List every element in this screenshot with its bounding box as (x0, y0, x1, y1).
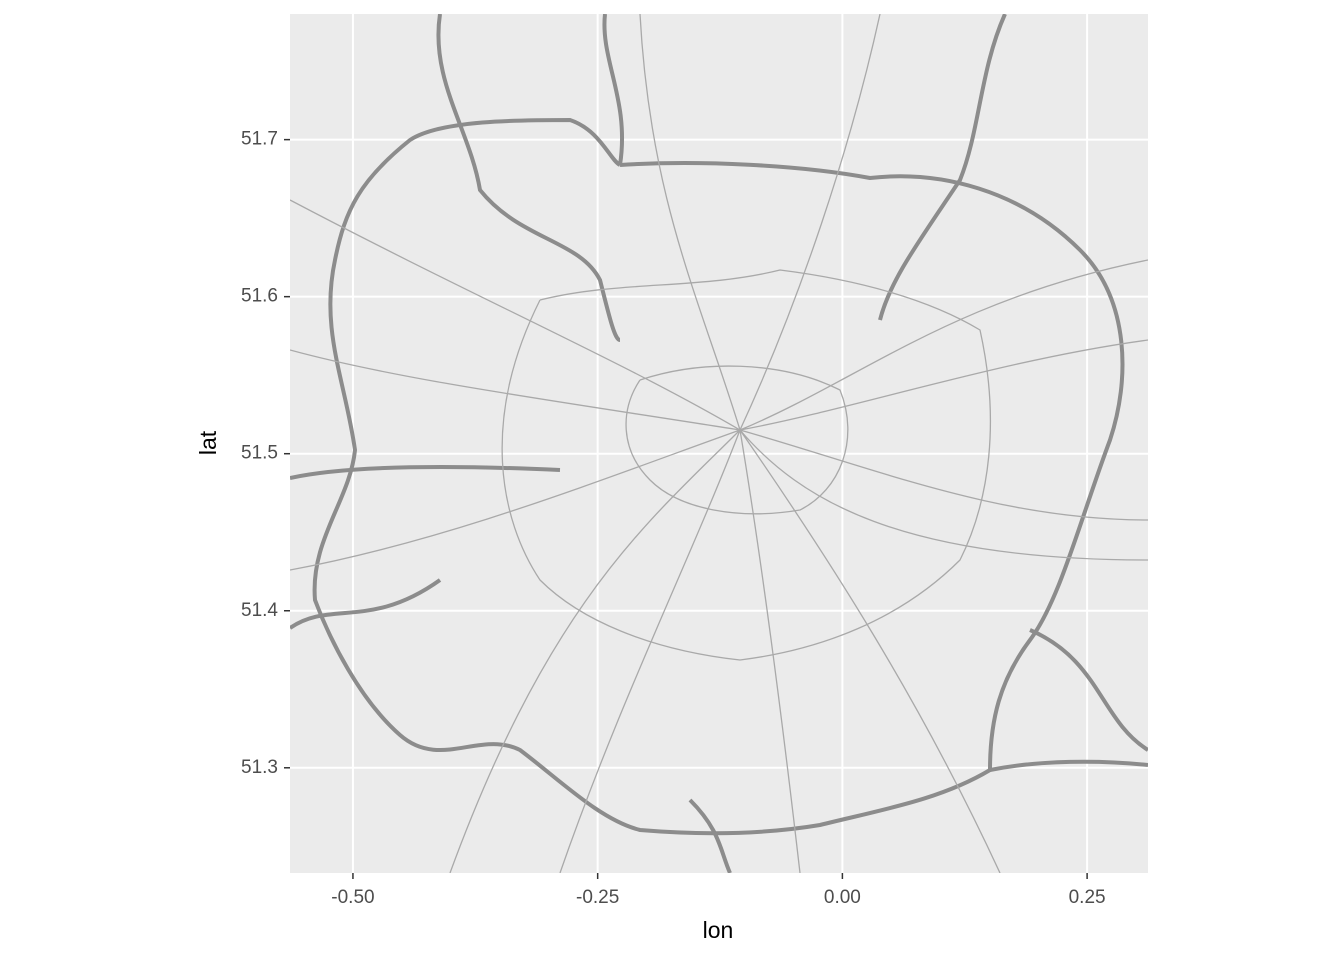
road (989, 759, 1148, 772)
road (688, 798, 732, 873)
road (290, 578, 442, 630)
y-tick-label: 51.5 (241, 443, 278, 464)
road (878, 14, 1007, 321)
x-tick-label: -0.50 (331, 887, 374, 908)
panel (290, 14, 1148, 873)
road (1029, 628, 1148, 752)
y-tick-label: 51.3 (241, 757, 278, 778)
y-tick-label: 51.6 (241, 286, 278, 307)
road (501, 269, 992, 661)
y-axis-title: lat (195, 430, 221, 455)
road (290, 464, 561, 480)
roads (290, 14, 1148, 873)
y-tick-label: 51.7 (241, 129, 278, 150)
road (436, 14, 621, 342)
x-tick-label: 0.25 (1069, 887, 1106, 908)
x-axis-title: lon (703, 917, 734, 943)
x-tick-label: -0.25 (576, 887, 619, 908)
x-tick-label: 0.00 (824, 887, 861, 908)
road (290, 14, 1148, 873)
y-tick-label: 51.4 (241, 600, 278, 621)
road (602, 14, 625, 166)
road (625, 365, 849, 515)
